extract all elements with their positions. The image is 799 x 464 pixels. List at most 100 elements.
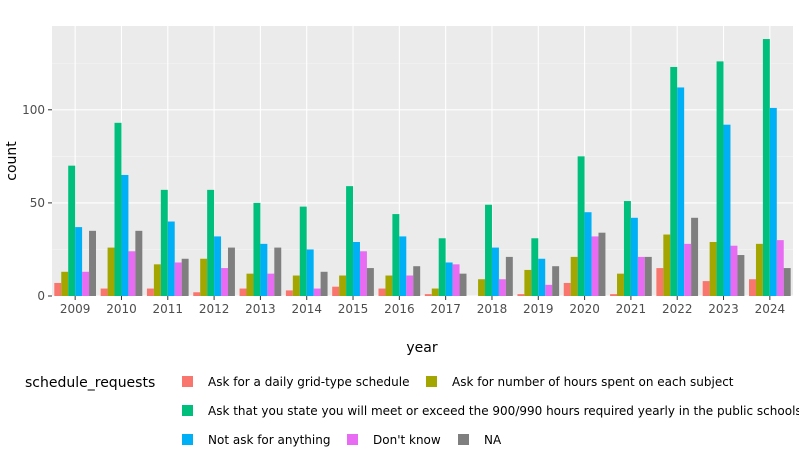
- bar: [431, 288, 439, 296]
- bar: [709, 242, 717, 296]
- x-tick-label: 2014: [291, 302, 322, 316]
- bar: [399, 236, 407, 296]
- x-tick-label: 2016: [384, 302, 415, 316]
- legend-key: [347, 434, 358, 445]
- x-tick-label: 2020: [569, 302, 600, 316]
- bar: [424, 294, 432, 296]
- bar: [274, 247, 282, 296]
- bar: [413, 266, 421, 296]
- x-tick-label: 2015: [338, 302, 369, 316]
- bar: [135, 230, 143, 296]
- legend: schedule_requests Ask for a daily grid-t…: [25, 375, 799, 447]
- legend-key: [182, 405, 193, 416]
- bar: [783, 268, 791, 296]
- x-tick-label: 2018: [477, 302, 508, 316]
- bar: [730, 245, 738, 296]
- bar: [438, 238, 446, 296]
- bar: [637, 256, 645, 296]
- bar: [146, 288, 154, 296]
- bar: [207, 189, 215, 296]
- legend-label: Ask for number of hours spent on each su…: [452, 375, 734, 389]
- bar: [227, 247, 235, 296]
- bar: [89, 230, 96, 296]
- x-axis: 2009 2010 2011 2012 2013 2014 2015 2016 2017 2018…: [60, 296, 785, 316]
- bar: [54, 282, 62, 296]
- bar: [545, 284, 553, 296]
- bar: [299, 206, 307, 296]
- y-tick-label: 0: [37, 289, 45, 303]
- bar: [82, 271, 90, 296]
- bar: [591, 236, 599, 296]
- bar: [107, 247, 115, 296]
- bar: [100, 288, 108, 296]
- bar: [656, 268, 664, 296]
- x-tick-label: 2017: [430, 302, 461, 316]
- bar: [167, 221, 175, 296]
- bar: [181, 258, 189, 296]
- legend-label: Don't know: [373, 433, 441, 447]
- legend-label: Not ask for anything: [208, 433, 330, 447]
- legend-key: [182, 434, 193, 445]
- bar: [552, 266, 560, 296]
- bar: [313, 288, 321, 296]
- bar: [563, 282, 571, 296]
- x-tick-label: 2023: [708, 302, 739, 316]
- bar: [478, 279, 486, 296]
- x-tick-label: 2009: [60, 302, 91, 316]
- x-tick-label: 2010: [106, 302, 137, 316]
- bar: [491, 247, 499, 296]
- bar: [128, 251, 136, 296]
- bar: [737, 255, 745, 296]
- bar: [346, 186, 354, 296]
- bar: [684, 243, 692, 296]
- bar: [459, 273, 467, 296]
- bar: [75, 227, 83, 296]
- bar: [385, 275, 393, 296]
- legend-label: Ask for a daily grid-type schedule: [208, 375, 410, 389]
- legend-key: [182, 376, 193, 387]
- bar: [663, 234, 671, 296]
- bar: [260, 243, 268, 296]
- bar: [723, 124, 731, 296]
- bar: [644, 256, 652, 296]
- bar: [253, 202, 261, 296]
- bar: [776, 240, 784, 296]
- x-tick-label: 2011: [153, 302, 184, 316]
- legend-key: [426, 376, 437, 387]
- bar: [246, 273, 254, 296]
- bar: [160, 189, 168, 296]
- x-tick-label: 2021: [616, 302, 647, 316]
- x-tick-label: 2024: [755, 302, 786, 316]
- bar: [153, 264, 161, 296]
- bar: [617, 273, 624, 296]
- bar: [193, 292, 201, 296]
- bar: [570, 256, 578, 296]
- bar: [584, 212, 592, 296]
- bar: [755, 243, 763, 296]
- bar: [292, 275, 300, 296]
- bars: [54, 39, 791, 297]
- bar: [392, 214, 400, 296]
- bar: [716, 61, 724, 297]
- x-tick-label: 2013: [245, 302, 276, 316]
- bar: [498, 279, 506, 296]
- x-tick-label: 2019: [523, 302, 554, 316]
- bar: [505, 256, 513, 296]
- bar: [306, 249, 314, 296]
- bar: [691, 217, 699, 296]
- bar: [517, 294, 525, 296]
- bar: [677, 87, 685, 296]
- bar: [531, 238, 539, 296]
- bar: [524, 269, 532, 296]
- bar: [538, 258, 546, 296]
- x-tick-label: 2022: [662, 302, 693, 316]
- bar: [221, 268, 228, 296]
- bar: [762, 39, 770, 296]
- bar: [285, 290, 293, 296]
- bar: [267, 273, 275, 296]
- bar: [366, 268, 374, 296]
- bar: [332, 286, 340, 296]
- x-tick-label: 2012: [199, 302, 230, 316]
- bar: [61, 271, 69, 296]
